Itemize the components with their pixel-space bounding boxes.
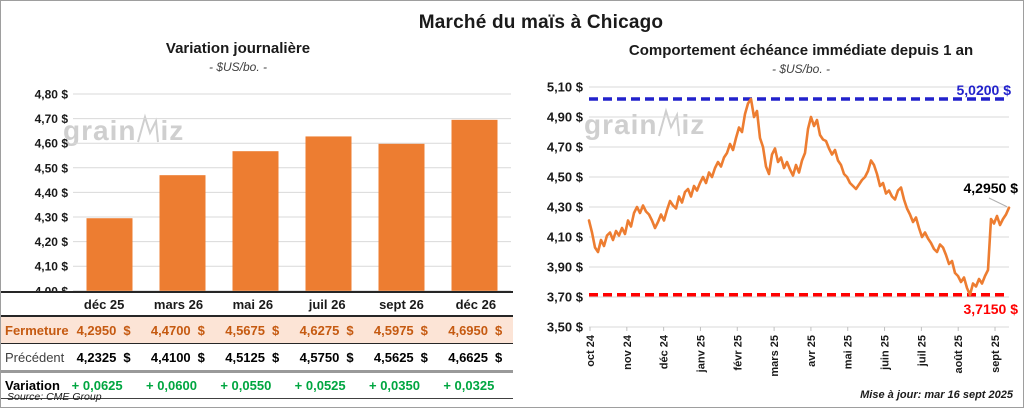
table-cell: 4,5975 $ — [373, 322, 428, 338]
line-chart: 5,10 $ 4,90 $ 4,70 $ 4,50 $ 4,30 $ 4,10 $ 3,90… — [547, 81, 1019, 377]
annotation-leader-line — [988, 197, 1008, 208]
max-value-label: 5,0200 $ — [957, 82, 1012, 98]
grainwiz-watermark: grain iz — [63, 113, 184, 145]
line-y-tick: 5,10 $ — [547, 81, 584, 95]
bar-y-tick: 4,30 $ — [35, 211, 69, 225]
column-header: déc 25 — [83, 296, 125, 312]
line-x-tick: mars 25 — [769, 335, 781, 377]
line-y-tick: 3,70 $ — [547, 290, 584, 305]
bar-déc 26 — [451, 119, 498, 291]
grainwiz-watermark: grain iz — [584, 107, 705, 139]
table-cell: 4,5625 $ — [373, 349, 428, 365]
table-cell: 4,6625 $ — [448, 349, 503, 365]
line-x-tick: janv 25 — [695, 335, 707, 373]
table-header-row: déc 25 mars 26 mai 26 juil 26 sept 26 déc 26 — [1, 293, 513, 317]
bar-y-tick: 4,20 $ — [35, 235, 69, 249]
line-x-tick: juin 25 — [880, 335, 892, 371]
bar-y-tick: 4,50 $ — [35, 161, 69, 175]
bar-mai 26 — [232, 151, 279, 291]
last-value-label: 4,2950 $ — [964, 180, 1019, 196]
zigzag-logo-icon — [658, 107, 681, 137]
table-cell: 4,6950 $ — [448, 322, 503, 338]
line-x-tick: sept 25 — [990, 335, 1002, 373]
line-y-tick: 4,50 $ — [547, 170, 584, 185]
source-note: Source: CME Group — [7, 391, 102, 403]
line-y-tick: 4,90 $ — [547, 110, 584, 125]
min-value-label: 3,7150 $ — [964, 301, 1019, 317]
row-label: Variation — [5, 378, 60, 393]
watermark-text-pre: grain — [584, 109, 658, 140]
bar-déc 25 — [86, 218, 133, 291]
column-header: déc 26 — [455, 296, 497, 312]
bar-chart: 4,80 $ 4,70 $ 4,60 $ 4,50 $ 4,40 $ 4,30 $ 4,20… — [35, 89, 511, 291]
table-cell: + 0,0325 — [443, 378, 495, 393]
price-line — [587, 97, 1011, 297]
line-chart-title: Comportement échéance immédiate depuis 1… — [628, 42, 974, 59]
bar-sept 26 — [378, 143, 425, 291]
column-header: sept 26 — [379, 296, 424, 312]
line-y-tick: 4,10 $ — [547, 230, 584, 245]
column-header: juil 26 — [308, 296, 346, 312]
bar-mars 26 — [159, 175, 206, 291]
table-row-prec: Précédent 4,2325 $ 4,4100 $ 4,5125 $ 4,5750 $ 4,5… — [1, 344, 513, 373]
table-cell: 4,5125 $ — [225, 349, 280, 365]
quotes-table: déc 25 mars 26 mai 26 juil 26 sept 26 déc 26 F… — [1, 291, 513, 399]
table-row-vari: Variation + 0,0625 + 0,0600 + 0,0550 + 0,052… — [1, 373, 513, 399]
table-cell: 4,4100 $ — [150, 349, 205, 365]
watermark-text-pre: grain — [63, 115, 137, 146]
column-header: mai 26 — [232, 296, 274, 312]
line-y-tick: 3,90 $ — [547, 260, 584, 275]
line-x-tick: mai 25 — [843, 335, 855, 369]
line-x-tick: oct 24 — [585, 334, 597, 367]
table-cell: 4,4700 $ — [150, 322, 205, 338]
line-y-tick: 3,50 $ — [547, 320, 584, 335]
line-x-tick: avr 25 — [806, 335, 818, 367]
table-cell: 4,2950 $ — [76, 322, 131, 338]
row-label: Fermeture — [5, 322, 69, 338]
table-cell: + 0,0350 — [369, 378, 420, 393]
table-cell: + 0,0525 — [294, 378, 346, 393]
bar-y-tick: 4,10 $ — [35, 260, 69, 274]
table-cell: 4,5675 $ — [225, 322, 280, 338]
line-x-tick: août 25 — [953, 335, 965, 374]
watermark-text-post: iz — [160, 115, 185, 146]
bar-y-tick: 4,00 $ — [35, 284, 69, 291]
bar-chart-title: Variation journalière — [165, 40, 311, 57]
table-cell: 4,6275 $ — [299, 322, 354, 338]
line-x-tick: juil 25 — [916, 335, 928, 367]
column-header: mars 26 — [153, 296, 204, 312]
line-y-tick: 4,30 $ — [547, 200, 584, 215]
line-x-tick: févr 25 — [732, 335, 744, 370]
line-y-tick: 4,70 $ — [547, 140, 584, 155]
table-cell: + 0,0625 — [71, 378, 123, 393]
table-cell: + 0,0550 — [220, 378, 272, 393]
bar-y-tick: 4,60 $ — [35, 137, 69, 151]
table-cell: 4,2325 $ — [76, 349, 131, 365]
bar-y-tick: 4,80 $ — [35, 89, 69, 102]
line-x-tick: nov 24 — [622, 334, 634, 370]
page-title: Marché du maïs à Chicago — [418, 12, 664, 33]
bar-y-tick: 4,40 $ — [35, 186, 69, 200]
line-chart-subtitle: - $US/bo. - — [771, 62, 831, 76]
bar-chart-subtitle: - $US/bo. - — [208, 60, 268, 74]
update-date: Mise à jour: mar 16 sept 2025 — [860, 389, 1013, 401]
bar-juil 26 — [305, 136, 352, 291]
table-cell: + 0,0600 — [146, 378, 197, 393]
bar-y-tick: 4,70 $ — [35, 112, 69, 126]
line-x-tick: déc 24 — [659, 334, 671, 369]
table-row-ferm: Fermeture 4,2950 $ 4,4700 $ 4,5675 $ 4,6275 $ 4,5… — [1, 317, 513, 344]
row-label: Précédent — [5, 349, 65, 365]
table-cell: 4,5750 $ — [299, 349, 354, 365]
zigzag-logo-icon — [137, 113, 160, 143]
